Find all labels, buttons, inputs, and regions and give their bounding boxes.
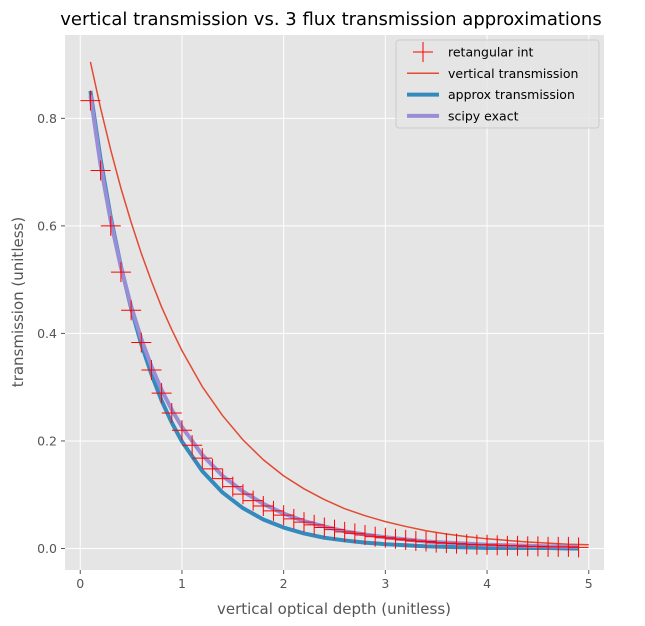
x-axis-ticks: 0 1 2 3 4 5 [76, 570, 593, 591]
y-tick-label: 0.6 [37, 218, 57, 233]
retangular-int-marker [426, 532, 447, 553]
retangular-int-marker [456, 534, 477, 555]
retangular-int-marker [375, 527, 396, 548]
retangular-int-marker [171, 420, 192, 441]
retangular-int-marker [243, 490, 264, 511]
retangular-int-marker [90, 160, 111, 181]
legend-label: retangular int [448, 45, 534, 60]
x-tick-label: 3 [381, 576, 389, 591]
retangular-int-marker [385, 528, 406, 549]
retangular-int-marker [436, 533, 457, 554]
legend-item-retangular-int: retangular int [413, 42, 534, 62]
retangular-int-marker [222, 476, 243, 497]
retangular-int-marker [283, 508, 304, 529]
retangular-int-marker [192, 448, 213, 469]
retangular-int-marker [293, 512, 314, 533]
retangular-int-marker [568, 537, 589, 558]
retangular-int-marker [558, 536, 579, 557]
retangular-int-marker [232, 484, 253, 505]
y-tick-label: 0.0 [37, 541, 57, 556]
x-tick-label: 5 [585, 576, 593, 591]
retangular-int-marker [263, 500, 284, 521]
retangular-int-marker [355, 525, 376, 546]
retangular-int-marker [477, 534, 498, 555]
y-axis-ticks: 0.0 0.2 0.4 0.6 0.8 [37, 111, 65, 556]
retangular-int-marker [416, 531, 437, 552]
series-layer [80, 61, 589, 558]
legend-label: scipy exact [448, 108, 519, 123]
series-retangular-int [80, 90, 589, 558]
x-tick-label: 0 [76, 576, 84, 591]
retangular-int-marker [80, 90, 101, 111]
legend-box [395, 39, 600, 129]
legend-item-vertical-transmission: vertical transmission [407, 66, 578, 81]
retangular-int-marker [527, 536, 548, 557]
retangular-int-marker [100, 215, 121, 236]
retangular-int-marker [273, 505, 294, 526]
legend-item-approx-transmission: approx transmission [407, 87, 575, 102]
legend-label: vertical transmission [448, 66, 578, 81]
retangular-int-marker [131, 332, 152, 353]
y-tick-label: 0.8 [37, 111, 57, 126]
retangular-int-marker [324, 519, 345, 540]
y-tick-label: 0.2 [37, 433, 57, 448]
legend-label: approx transmission [448, 87, 575, 102]
legend-item-scipy-exact: scipy exact [407, 108, 519, 123]
y-axis-label: transmission (unitless) [9, 217, 27, 387]
retangular-int-marker [304, 514, 325, 535]
x-tick-label: 1 [178, 576, 186, 591]
x-tick-label: 4 [483, 576, 491, 591]
x-axis-label: vertical optical depth (unitless) [217, 600, 451, 618]
retangular-int-marker [487, 535, 508, 556]
retangular-int-marker [334, 521, 355, 542]
retangular-int-marker [446, 533, 467, 554]
retangular-int-marker [161, 402, 182, 423]
retangular-int-marker [314, 517, 335, 538]
legend: retangular int vertical transmission appro… [395, 39, 600, 129]
retangular-int-marker [121, 300, 142, 321]
retangular-int-marker [212, 468, 233, 489]
retangular-int-marker [202, 458, 223, 479]
retangular-int-marker [405, 530, 426, 551]
retangular-int-marker [344, 523, 365, 544]
chart-title: vertical transmission vs. 3 flux transmi… [60, 9, 601, 30]
retangular-int-marker [507, 535, 528, 556]
retangular-int-marker [141, 359, 162, 380]
retangular-int-marker [151, 383, 172, 404]
retangular-int-marker [182, 435, 203, 456]
y-tick-label: 0.4 [37, 326, 57, 341]
retangular-int-marker [253, 496, 274, 517]
retangular-int-marker [110, 262, 131, 283]
x-tick-label: 2 [280, 576, 288, 591]
retangular-int-marker [365, 526, 386, 547]
retangular-int-marker [395, 529, 416, 550]
series-vertical-transmission-line [89, 61, 589, 546]
